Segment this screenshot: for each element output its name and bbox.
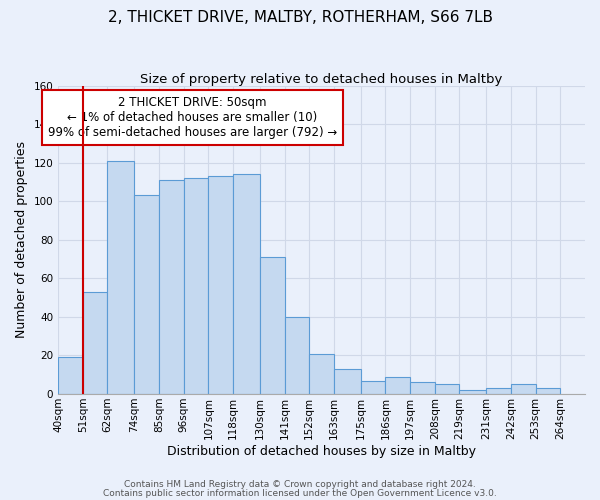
- Bar: [83, 292, 107, 394]
- Bar: [208, 176, 233, 394]
- Bar: [309, 354, 334, 394]
- X-axis label: Distribution of detached houses by size in Maltby: Distribution of detached houses by size …: [167, 444, 476, 458]
- Bar: [260, 257, 284, 394]
- Bar: [435, 384, 460, 394]
- Bar: [159, 180, 184, 394]
- Bar: [361, 380, 385, 394]
- Text: 2, THICKET DRIVE, MALTBY, ROTHERHAM, S66 7LB: 2, THICKET DRIVE, MALTBY, ROTHERHAM, S66…: [107, 10, 493, 25]
- Bar: [134, 196, 159, 394]
- Bar: [284, 317, 309, 394]
- Text: Contains public sector information licensed under the Open Government Licence v3: Contains public sector information licen…: [103, 488, 497, 498]
- Bar: [385, 376, 410, 394]
- Bar: [184, 178, 208, 394]
- Y-axis label: Number of detached properties: Number of detached properties: [15, 142, 28, 338]
- Title: Size of property relative to detached houses in Maltby: Size of property relative to detached ho…: [140, 72, 503, 86]
- Bar: [410, 382, 435, 394]
- Bar: [334, 369, 361, 394]
- Bar: [58, 358, 83, 394]
- Bar: [107, 160, 134, 394]
- Bar: [536, 388, 560, 394]
- Bar: [233, 174, 260, 394]
- Bar: [487, 388, 511, 394]
- Bar: [460, 390, 487, 394]
- Text: Contains HM Land Registry data © Crown copyright and database right 2024.: Contains HM Land Registry data © Crown c…: [124, 480, 476, 489]
- Text: 2 THICKET DRIVE: 50sqm
← 1% of detached houses are smaller (10)
99% of semi-deta: 2 THICKET DRIVE: 50sqm ← 1% of detached …: [48, 96, 337, 140]
- Bar: [511, 384, 536, 394]
